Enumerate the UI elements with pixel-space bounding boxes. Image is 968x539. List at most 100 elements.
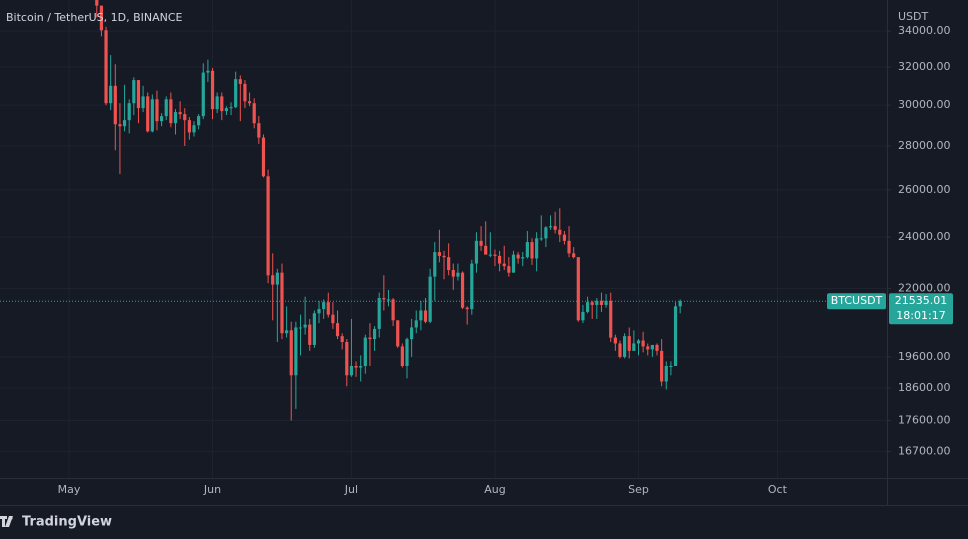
candle-body [234, 79, 238, 108]
y-tick-label: 17600.00 [898, 414, 951, 427]
candle-body [502, 263, 506, 267]
candle-body [335, 323, 340, 337]
candle-body [285, 330, 289, 334]
candle-body [585, 302, 590, 312]
x-tick-label: Oct [768, 483, 788, 496]
candle-body [113, 85, 117, 125]
candle-body [298, 327, 303, 329]
x-tick-label: Jun [203, 483, 221, 496]
candle-body [132, 80, 136, 104]
price-tag: 21535.01 [895, 294, 948, 307]
symbol-tag: BTCUSDT [831, 294, 883, 307]
candle-body [95, 0, 99, 6]
candle-body [627, 336, 631, 351]
candle-body [433, 252, 437, 277]
chart-title: Bitcoin / TetherUS, 1D, BINANCE [6, 11, 183, 24]
x-tick-label: May [58, 483, 81, 496]
candle-body [470, 263, 474, 310]
candle-body [192, 125, 196, 133]
candle-body [623, 336, 627, 357]
candle-body [576, 257, 580, 321]
candle-body [257, 123, 261, 138]
candle-body [410, 327, 414, 340]
candle-body [613, 337, 617, 344]
candle-body [456, 272, 460, 277]
candle-body [317, 309, 321, 314]
candle-body [567, 240, 571, 254]
y-tick-label: 19600.00 [898, 350, 951, 363]
candle-body [479, 240, 483, 246]
candle-body [247, 101, 252, 104]
candle-body [544, 227, 548, 239]
candle-body [187, 120, 191, 133]
candle-body [178, 112, 182, 115]
candle-body [243, 83, 247, 102]
candle-body [345, 341, 349, 376]
brand-name: TradingView [22, 515, 112, 530]
candle-body [539, 238, 543, 240]
candle-body [474, 240, 479, 264]
candle-body [664, 366, 668, 382]
countdown-tag: 18:01:17 [896, 309, 945, 322]
candle-body [535, 238, 539, 259]
candle-body [530, 242, 534, 259]
y-tick-label: 26000.00 [898, 183, 951, 196]
candle-body [280, 272, 284, 334]
candle-body [349, 366, 354, 376]
candle-body [294, 327, 298, 376]
candle-body [414, 320, 418, 328]
candle-body [646, 346, 650, 350]
candle-body [655, 344, 659, 351]
candle-body [104, 30, 108, 104]
candle-body [127, 103, 131, 121]
x-tick-label: Jul [344, 483, 358, 496]
candle-body [197, 116, 201, 126]
candle-body [484, 245, 488, 255]
candle-body [109, 85, 113, 104]
candle-body [326, 302, 330, 315]
grid [0, 0, 887, 478]
candle-body [136, 80, 141, 109]
candle-body [558, 229, 562, 235]
candle-body [340, 336, 344, 342]
candle-body [465, 307, 469, 310]
candle-body [164, 99, 168, 117]
candle-body [206, 70, 210, 73]
logo-dot [9, 516, 13, 520]
candle-body [497, 255, 502, 264]
candle-body [118, 124, 122, 127]
candle-body [604, 300, 608, 305]
candle-body [289, 330, 293, 376]
candle-body [673, 306, 678, 367]
y-tick-label: 34000.00 [898, 24, 951, 37]
candle-body [437, 252, 441, 256]
candle-body [548, 226, 553, 228]
candle-body [377, 298, 381, 329]
candle-body [632, 343, 636, 351]
candle-body [396, 320, 400, 347]
brand-logo[interactable]: TradingView [0, 515, 112, 530]
candle-body [386, 299, 391, 301]
candle-body [562, 234, 567, 241]
candle-body [641, 340, 645, 347]
candle-body [220, 96, 224, 112]
candle-body [507, 266, 511, 273]
candle-body [160, 116, 164, 122]
candle-body [581, 311, 585, 321]
candle-body [173, 112, 178, 124]
candle-body [354, 366, 358, 368]
candle-body [363, 337, 367, 367]
candle-body [183, 114, 187, 121]
candle-body [261, 137, 266, 177]
candle-body [99, 5, 104, 31]
candle-body [521, 257, 525, 259]
candle-body [650, 344, 654, 350]
x-tick-label: Sep [628, 483, 649, 496]
candle-body [368, 337, 372, 340]
candle-body [590, 302, 594, 305]
candle-body [224, 108, 229, 112]
candle-body [419, 310, 423, 321]
y-tick-label: 30000.00 [898, 98, 951, 111]
